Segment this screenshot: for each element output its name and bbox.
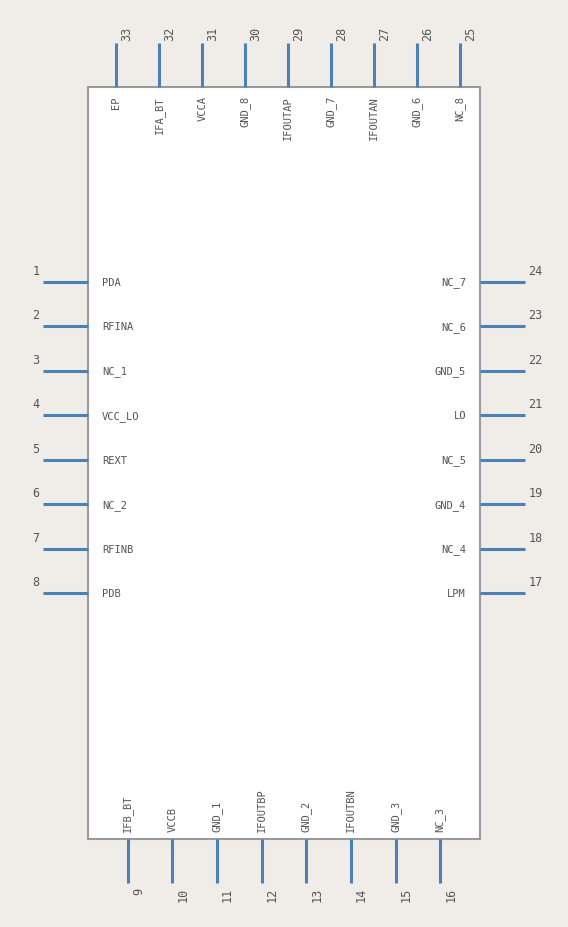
Text: 19: 19 xyxy=(528,487,543,500)
Text: 4: 4 xyxy=(32,398,40,411)
Text: 5: 5 xyxy=(32,442,40,455)
Text: 33: 33 xyxy=(120,26,133,41)
Text: 1: 1 xyxy=(32,265,40,278)
Text: GND_1: GND_1 xyxy=(212,800,223,831)
Text: 15: 15 xyxy=(399,886,412,901)
Text: 23: 23 xyxy=(528,309,543,322)
Text: 21: 21 xyxy=(528,398,543,411)
Bar xyxy=(88,88,480,839)
Text: NC_1: NC_1 xyxy=(102,366,127,377)
Text: 31: 31 xyxy=(206,26,219,41)
Text: 14: 14 xyxy=(355,886,368,901)
Text: 16: 16 xyxy=(444,886,457,901)
Text: EP: EP xyxy=(111,96,122,108)
Text: NC_3: NC_3 xyxy=(435,806,446,831)
Text: LPM: LPM xyxy=(447,589,466,598)
Text: PDB: PDB xyxy=(102,589,121,598)
Text: 27: 27 xyxy=(378,26,391,41)
Text: IFB_BT: IFB_BT xyxy=(122,794,133,831)
Text: VCCA: VCCA xyxy=(197,96,207,121)
Text: 8: 8 xyxy=(32,576,40,589)
Text: 10: 10 xyxy=(177,886,190,901)
Text: GND_3: GND_3 xyxy=(390,800,401,831)
Text: 9: 9 xyxy=(132,886,145,894)
Text: GND_4: GND_4 xyxy=(435,499,466,510)
Text: 32: 32 xyxy=(164,26,177,41)
Text: 26: 26 xyxy=(421,26,434,41)
Text: 13: 13 xyxy=(310,886,323,901)
Text: IFOUTBP: IFOUTBP xyxy=(257,787,267,831)
Text: PDA: PDA xyxy=(102,278,121,287)
Text: IFOUTAN: IFOUTAN xyxy=(369,96,379,140)
Text: GND_6: GND_6 xyxy=(412,96,423,127)
Text: IFOUTBN: IFOUTBN xyxy=(346,787,356,831)
Text: 30: 30 xyxy=(249,26,262,41)
Text: 29: 29 xyxy=(293,26,305,41)
Text: 28: 28 xyxy=(335,26,348,41)
Text: RFINB: RFINB xyxy=(102,544,133,554)
Text: GND_8: GND_8 xyxy=(240,96,250,127)
Text: 20: 20 xyxy=(528,442,543,455)
Text: 3: 3 xyxy=(32,353,40,366)
Text: 25: 25 xyxy=(464,26,477,41)
Text: GND_2: GND_2 xyxy=(301,800,312,831)
Text: 22: 22 xyxy=(528,353,543,366)
Text: IFA_BT: IFA_BT xyxy=(154,96,165,133)
Text: RFINA: RFINA xyxy=(102,322,133,332)
Text: GND_5: GND_5 xyxy=(435,366,466,377)
Text: 7: 7 xyxy=(32,531,40,544)
Text: NC_5: NC_5 xyxy=(441,455,466,465)
Text: IFOUTAP: IFOUTAP xyxy=(283,96,293,140)
Text: VCC_LO: VCC_LO xyxy=(102,411,140,421)
Text: REXT: REXT xyxy=(102,455,127,465)
Text: 24: 24 xyxy=(528,265,543,278)
Text: 12: 12 xyxy=(266,886,279,901)
Text: 18: 18 xyxy=(528,531,543,544)
Text: NC_8: NC_8 xyxy=(454,96,466,121)
Text: 17: 17 xyxy=(528,576,543,589)
Text: NC_7: NC_7 xyxy=(441,277,466,288)
Text: LO: LO xyxy=(453,411,466,421)
Text: VCCB: VCCB xyxy=(168,806,177,831)
Text: NC_2: NC_2 xyxy=(102,499,127,510)
Text: 2: 2 xyxy=(32,309,40,322)
Text: GND_7: GND_7 xyxy=(326,96,337,127)
Text: 11: 11 xyxy=(221,886,234,901)
Text: NC_4: NC_4 xyxy=(441,543,466,554)
Text: NC_6: NC_6 xyxy=(441,322,466,333)
Text: 6: 6 xyxy=(32,487,40,500)
